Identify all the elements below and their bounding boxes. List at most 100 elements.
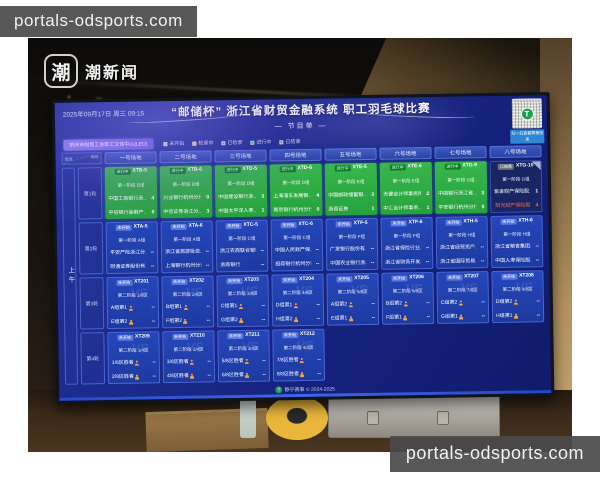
corner-header: 场地 场次 [61,152,102,165]
match-code: XTF-5 [353,220,368,227]
person-icon [128,306,133,311]
ceiling-lights [68,96,70,98]
vs-watermark: VS [515,279,533,295]
match-card[interactable]: 未开始 XT207 第二阶段 7/8区 C组第2 -- G组第1 -- VS [436,271,490,324]
person-icon [190,374,195,379]
match-card[interactable]: 未开始 XT203 第二阶段 3/8区 C组第1 -- G组第2 -- VS [216,274,270,328]
legend-swatch [221,140,226,145]
status-badge: 进行中 [389,164,406,171]
yellow-reel [266,396,328,440]
team-name: 浙商银行 [220,262,241,269]
team-row: 中国农业银行浙... -- [330,260,374,267]
match-card[interactable]: 已结束 XTG-10 第一阶段 G组 紫金财产保险股... 1 阳光财产保险股... 4 [489,160,543,214]
team-name: 平安银行杭州分行 [438,204,477,212]
team-row: C组第1 -- [221,303,265,310]
match-card[interactable]: 未开始 XT206 第二阶段 6/8区 B组第2 -- F组第1 -- VS [381,271,435,325]
match-card[interactable]: 未开始 XTF-6 第一阶段 F组 浙江省保险行业... -- 浙江省财务开发... -- [380,216,434,270]
team-row: 1/8区胜者 -- [112,360,156,367]
match-card[interactable]: 进行中 XTE-5 第一阶段 E组 中国邮政储蓄银... 3 浙商证券 1 [324,162,378,216]
venue-button[interactable]: 杭州市财贸工会职工文体中心(LED) [63,138,154,151]
match-card[interactable]: 未开始 XTA-5 第一阶段 A组 平安产险浙江分... -- 财通证券股份有... -- [105,221,159,275]
legend-label: 进行中 [256,139,272,146]
status-badge: 已结束 [497,163,515,170]
match-card[interactable]: 进行中 XTD-6 第一阶段 D组 上海浦东发展银... 4 南京银行杭州分行 0 [269,163,323,217]
match-card[interactable]: 进行中 XTG-9 第一阶段 G组 中国银行浙江省... 3 平安银行杭州分行 0 [434,161,488,214]
team-score: 4 [151,195,155,202]
person-icon [403,302,408,307]
team-row: 中信银行金融产... 0 [108,210,154,217]
team-row: B组第1 -- [166,304,210,311]
legend-label: 已结束 [285,139,301,146]
match-stage: 第一阶段 C组 [283,234,311,241]
match-card[interactable]: 未开始 XTC-6 第一阶段 C组 中国人民财产保... -- 招商银行杭州分行 -- [270,218,324,272]
match-card[interactable]: 未开始 XT212 第二阶段 4/4区 7/8区胜者 -- 8/8区胜者 -- VS [272,328,326,382]
match-card[interactable]: 未开始 XT210 第二阶段 2/4区 3/8区胜者 -- 4/8区胜者 -- VS [162,330,216,384]
team-name: 浙江省粮食集团... [494,243,532,251]
team-score: -- [207,358,211,365]
team-score: -- [150,263,155,270]
team-row: 浙江省国际贸易... -- [440,258,484,265]
team-score: -- [370,260,375,267]
match-card[interactable]: 未开始 XT204 第二阶段 4/8区 D组第1 -- H组第2 -- VS [271,273,325,327]
team-score: -- [152,359,156,366]
match-stage: 第一阶段 E组 [337,178,365,185]
match-card[interactable]: 进行中 XTE-6 第一阶段 E组 天健会计师事务所 2 中汇会计师事务... 1 [379,161,433,215]
match-card[interactable]: 未开始 XTH-5 第一阶段 H组 浙江省经贸资产... -- 浙江省国际贸易... -- [435,216,489,269]
team-name: 浙江省国际贸易... [440,258,477,266]
team-score: 1 [535,188,539,195]
court-header: 八号场地 [489,145,542,159]
team-score: 3 [481,189,485,196]
vs-watermark: VS [296,337,314,354]
team-score: -- [425,259,430,266]
status-badge: 进行中 [169,167,186,175]
news-logo-text: 潮新闻 [85,65,140,82]
team-row: 上海银行杭州分行 -- [165,263,209,270]
court-header: 一号场地 [104,151,157,165]
team-name: 浙商证券 [328,206,349,213]
team-row: 南京银行杭州分行 0 [273,207,319,214]
team-name: 浙江省财务开发... [385,259,422,266]
match-card[interactable]: 未开始 XT201 第二阶段 1/8区 A组第1 -- E组第2 -- VS [106,276,160,330]
match-card[interactable]: 进行中 XTD-5 第一阶段 D组 中国建设银行浙... 3 中国太平洋人寿... 1 [214,164,268,218]
match-card[interactable]: 未开始 XT202 第二阶段 2/8区 B组第1 -- F组第2 -- VS [161,275,215,329]
courts-grid: 一号场地 二号场地 三号场地 四号场地 五号场地 六号场地 七号场地 八号场地 进行中 XTB-5… [104,145,545,385]
team-row: D组第1 -- [276,302,320,309]
match-card[interactable]: 未开始 XT208 第二阶段 8/8区 D组第2 -- H组第1 -- VS [491,270,545,324]
rounds-column: 第1轮 第2轮 第3轮 第4轮 [77,167,106,385]
match-stage: 第一阶段 F组 [338,234,366,240]
team-score: -- [262,358,266,365]
team-score: 1 [371,206,375,213]
team-score: -- [481,299,485,306]
team-score: -- [260,261,265,268]
match-code: XTC-5 [243,221,258,229]
team-score: -- [205,262,210,269]
match-card[interactable]: 进行中 XTB-5 第一阶段 B组 中国工商银行浙... 4 中信银行金融产... 0 [104,166,158,220]
match-card[interactable]: 未开始 XT205 第二阶段 5/8区 A组第2 -- E组第1 -- VS [326,272,380,326]
team-row: 浙江省保险行业... -- [385,245,429,252]
team-score: -- [371,315,376,322]
team-score: -- [535,257,540,264]
legend-label: 未开始 [169,140,185,148]
team-name: 兴业银行杭州分行 [163,194,201,201]
match-card[interactable]: 未开始 XT211 第二阶段 3/4区 5/8区胜者 -- 6/8区胜者 -- VS [217,329,271,383]
status-badge: 未开始 [500,218,517,225]
team-name: 4/8区胜者 [167,373,195,380]
team-row: H组第1 -- [496,313,540,320]
match-card[interactable]: 未开始 XTA-6 第一阶段 A组 浙江省旅游投资... -- 上海银行杭州分行 -- [160,220,214,274]
match-stage: 第一阶段 G组 [502,176,530,182]
match-card[interactable]: 未开始 XTH-6 第一阶段 H组 浙江省粮食集团... -- 中国人寿保险股... -- [490,215,544,269]
round-label: 第1轮 [77,167,103,220]
team-score: -- [536,298,540,305]
match-card[interactable]: 进行中 XTB-6 第一阶段 B组 兴业银行杭州分行 0 中信证券浙江分... 3 [159,165,213,219]
match-card[interactable]: 未开始 XTF-5 第一阶段 F组 广发银行股份有... -- 中国农业银行浙... -- [325,217,379,271]
team-row: 浙江省粮食集团... -- [495,244,539,251]
team-row: 中国人寿保险股... -- [495,258,539,265]
team-name: 平安产险浙江分... [110,249,147,257]
empty-slot [327,328,380,381]
tv-display: 2025年09月17日 周三 09:15 “邮储杯” 浙江省财贸金融系统 职工羽… [51,92,555,404]
match-card[interactable]: 未开始 XT209 第二阶段 1/4区 1/8区胜者 -- 2/8区胜者 -- VS [107,331,161,385]
person-icon [238,304,243,309]
match-card[interactable]: 未开始 XTC-5 第一阶段 C组 浙江农商联合银行 -- 浙商银行 -- [215,219,269,273]
team-row: E组第2 -- [111,319,155,326]
team-score: -- [151,318,156,325]
